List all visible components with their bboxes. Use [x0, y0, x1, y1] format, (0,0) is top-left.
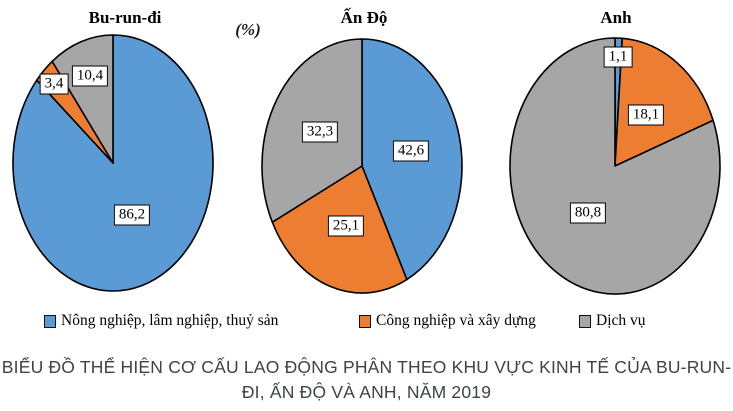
legend-item-agriculture: Nông nghiệp, lâm nghiệp, thuỷ sản	[44, 312, 278, 330]
legend-swatch-agriculture	[44, 314, 56, 328]
pie-title-uk: Anh	[600, 8, 632, 27]
pie-title-burundi: Bu-run-đi	[88, 8, 162, 27]
slice-value-label-services: 80,8	[569, 202, 607, 224]
pie-title-india: Ấn Độ	[340, 8, 388, 27]
slice-value-label-agriculture: 1,1	[603, 46, 633, 68]
slice-value-label-industry: 3,4	[39, 73, 69, 95]
legend-swatch-industry	[359, 314, 371, 328]
slice-value-label-industry: 25,1	[327, 215, 365, 237]
legend-item-industry: Công nghiệp và xây dựng	[359, 312, 536, 330]
slice-value-label-industry: 18,1	[627, 104, 665, 126]
chart-caption: BIỂU ĐỒ THỂ HIỆN CƠ CẤU LAO ĐỘNG PHÂN TH…	[0, 355, 733, 405]
legend-label-agriculture: Nông nghiệp, lâm nghiệp, thuỷ sản	[61, 312, 279, 329]
slice-value-label-services: 32,3	[301, 121, 339, 143]
pie-3-slice-services	[509, 37, 721, 295]
legend-swatch-services	[579, 314, 591, 328]
slice-value-label-services: 10,4	[71, 65, 109, 87]
pie-3	[509, 37, 721, 295]
caption-line-1: BIỂU ĐỒ THỂ HIỆN CƠ CẤU LAO ĐỘNG PHÂN TH…	[1, 357, 732, 377]
pie-2	[261, 38, 463, 294]
legend: Nông nghiệp, lâm nghiệp, thuỷ sản Công n…	[0, 312, 733, 336]
legend-label-services: Dịch vụ	[596, 312, 646, 329]
legend-item-services: Dịch vụ	[579, 312, 646, 330]
slice-value-label-agriculture: 42,6	[392, 140, 430, 162]
legend-label-industry: Công nghiệp và xây dựng	[376, 312, 536, 329]
slice-value-label-agriculture: 86,2	[113, 204, 151, 226]
unit-percent-label: (%)	[235, 20, 261, 39]
pie-3-slice-industry	[614, 37, 714, 167]
caption-line-2: ĐI, ẤN ĐỘ VÀ ANH, NĂM 2019	[241, 382, 492, 402]
